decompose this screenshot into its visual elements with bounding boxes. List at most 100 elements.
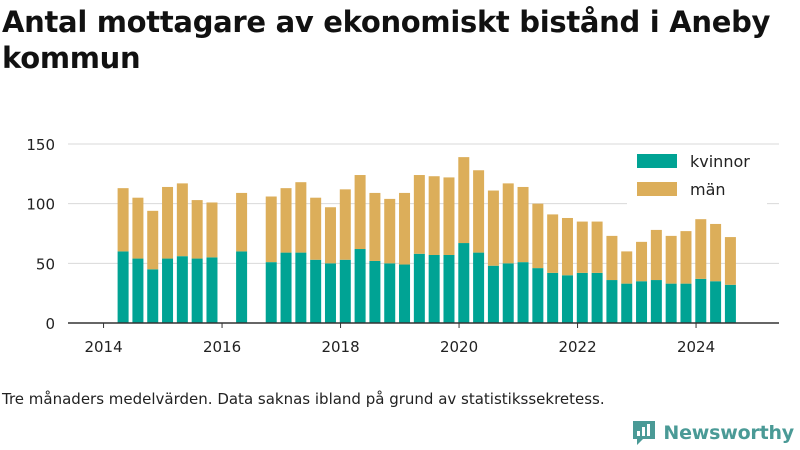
x-axis-ticks: 2014 2016 2018 2020 2022 2024 — [84, 323, 715, 356]
bar-kvinnor — [310, 259, 322, 323]
y-tick-label: 100 — [26, 196, 55, 214]
bar-man — [561, 217, 573, 276]
legend-swatch — [637, 182, 677, 196]
x-tick-label: 2024 — [677, 338, 715, 356]
bar-kvinnor — [324, 263, 336, 323]
x-tick-label: 2014 — [84, 338, 122, 356]
x-tick-label: 2016 — [203, 338, 241, 356]
bar-man — [710, 223, 722, 282]
bar-kvinnor — [280, 252, 292, 323]
bar-man — [369, 192, 381, 261]
bar-kvinnor — [591, 272, 603, 323]
bar-kvinnor — [487, 265, 499, 323]
brand-logo: Newsworthy — [631, 419, 794, 447]
bar-man — [176, 183, 188, 257]
x-tick-label: 2018 — [321, 338, 359, 356]
bar-kvinnor — [384, 263, 396, 323]
bars — [117, 157, 736, 323]
bar-kvinnor — [502, 263, 514, 323]
bar-kvinnor — [695, 278, 707, 323]
bar-kvinnor — [680, 283, 692, 323]
bar-kvinnor — [265, 262, 277, 323]
bar-man — [458, 157, 470, 244]
bar-man — [680, 231, 692, 284]
bar-man — [517, 186, 529, 263]
x-tick-label: 2020 — [440, 338, 478, 356]
bar-kvinnor — [369, 260, 381, 323]
bar-kvinnor — [236, 251, 248, 323]
bar-kvinnor — [724, 284, 736, 323]
y-tick-label: 150 — [26, 136, 55, 154]
bar-man — [324, 207, 336, 264]
bar-man — [665, 235, 677, 284]
bar-kvinnor — [517, 262, 529, 323]
bar-kvinnor — [354, 249, 366, 323]
bar-kvinnor — [162, 258, 174, 323]
bar-man — [695, 219, 707, 279]
legend: kvinnor män — [627, 147, 767, 205]
bar-kvinnor — [576, 272, 588, 323]
bar-kvinnor — [428, 254, 440, 323]
bar-kvinnor — [295, 252, 307, 323]
bar-man — [591, 221, 603, 273]
bar-man — [191, 200, 203, 259]
bar-kvinnor — [621, 283, 633, 323]
bar-kvinnor — [473, 252, 485, 323]
bar-man — [339, 189, 351, 260]
bar-kvinnor — [665, 283, 677, 323]
bar-man — [547, 214, 559, 273]
bar-man — [206, 202, 218, 258]
bar-kvinnor — [650, 280, 662, 323]
y-tick-label: 50 — [36, 255, 55, 273]
bar-kvinnor — [636, 281, 648, 323]
bar-man — [147, 210, 159, 270]
y-tick-label: 0 — [45, 315, 55, 333]
chart-title: Antal mottagare av ekonomiskt bistånd i … — [2, 5, 771, 75]
bar-kvinnor — [413, 253, 425, 323]
bar-kvinnor — [443, 254, 455, 323]
bar-man — [532, 203, 544, 269]
bar-kvinnor — [561, 275, 573, 323]
y-axis-ticks: 0 50 100 150 — [26, 136, 55, 333]
bar-man — [413, 175, 425, 254]
bar-man — [384, 198, 396, 264]
bar-kvinnor — [458, 243, 470, 323]
bar-man — [265, 196, 277, 263]
bar-kvinnor — [339, 259, 351, 323]
newsworthy-logo-icon — [633, 421, 656, 445]
bar-man — [399, 192, 411, 265]
bar-man — [724, 237, 736, 285]
bar-kvinnor — [710, 281, 722, 323]
legend-label: kvinnor — [690, 152, 750, 171]
bar-man — [310, 197, 322, 260]
bar-man — [132, 197, 144, 259]
bar-man — [162, 186, 174, 259]
bar-man — [354, 175, 366, 250]
bar-man — [295, 182, 307, 253]
bar-man — [117, 188, 129, 252]
legend-label: män — [690, 180, 726, 199]
bar-man — [428, 176, 440, 255]
bar-kvinnor — [117, 251, 129, 323]
bar-kvinnor — [532, 268, 544, 323]
bar-kvinnor — [547, 272, 559, 323]
bar-man — [280, 188, 292, 253]
bar-kvinnor — [176, 256, 188, 323]
footnote: Tre månaders medelvärden. Data saknas ib… — [2, 390, 605, 408]
bar-man — [576, 221, 588, 273]
bar-man — [473, 170, 485, 253]
bar-kvinnor — [132, 258, 144, 323]
bar-man — [502, 183, 514, 264]
bar-man — [487, 190, 499, 266]
bar-man — [236, 192, 248, 252]
bar-man — [606, 235, 618, 281]
bar-man — [636, 241, 648, 282]
bar-kvinnor — [606, 280, 618, 323]
bar-kvinnor — [147, 269, 159, 323]
bar-man — [443, 177, 455, 255]
bar-man — [650, 229, 662, 281]
bar-kvinnor — [399, 264, 411, 323]
bar-kvinnor — [191, 258, 203, 323]
bar-kvinnor — [206, 257, 218, 323]
